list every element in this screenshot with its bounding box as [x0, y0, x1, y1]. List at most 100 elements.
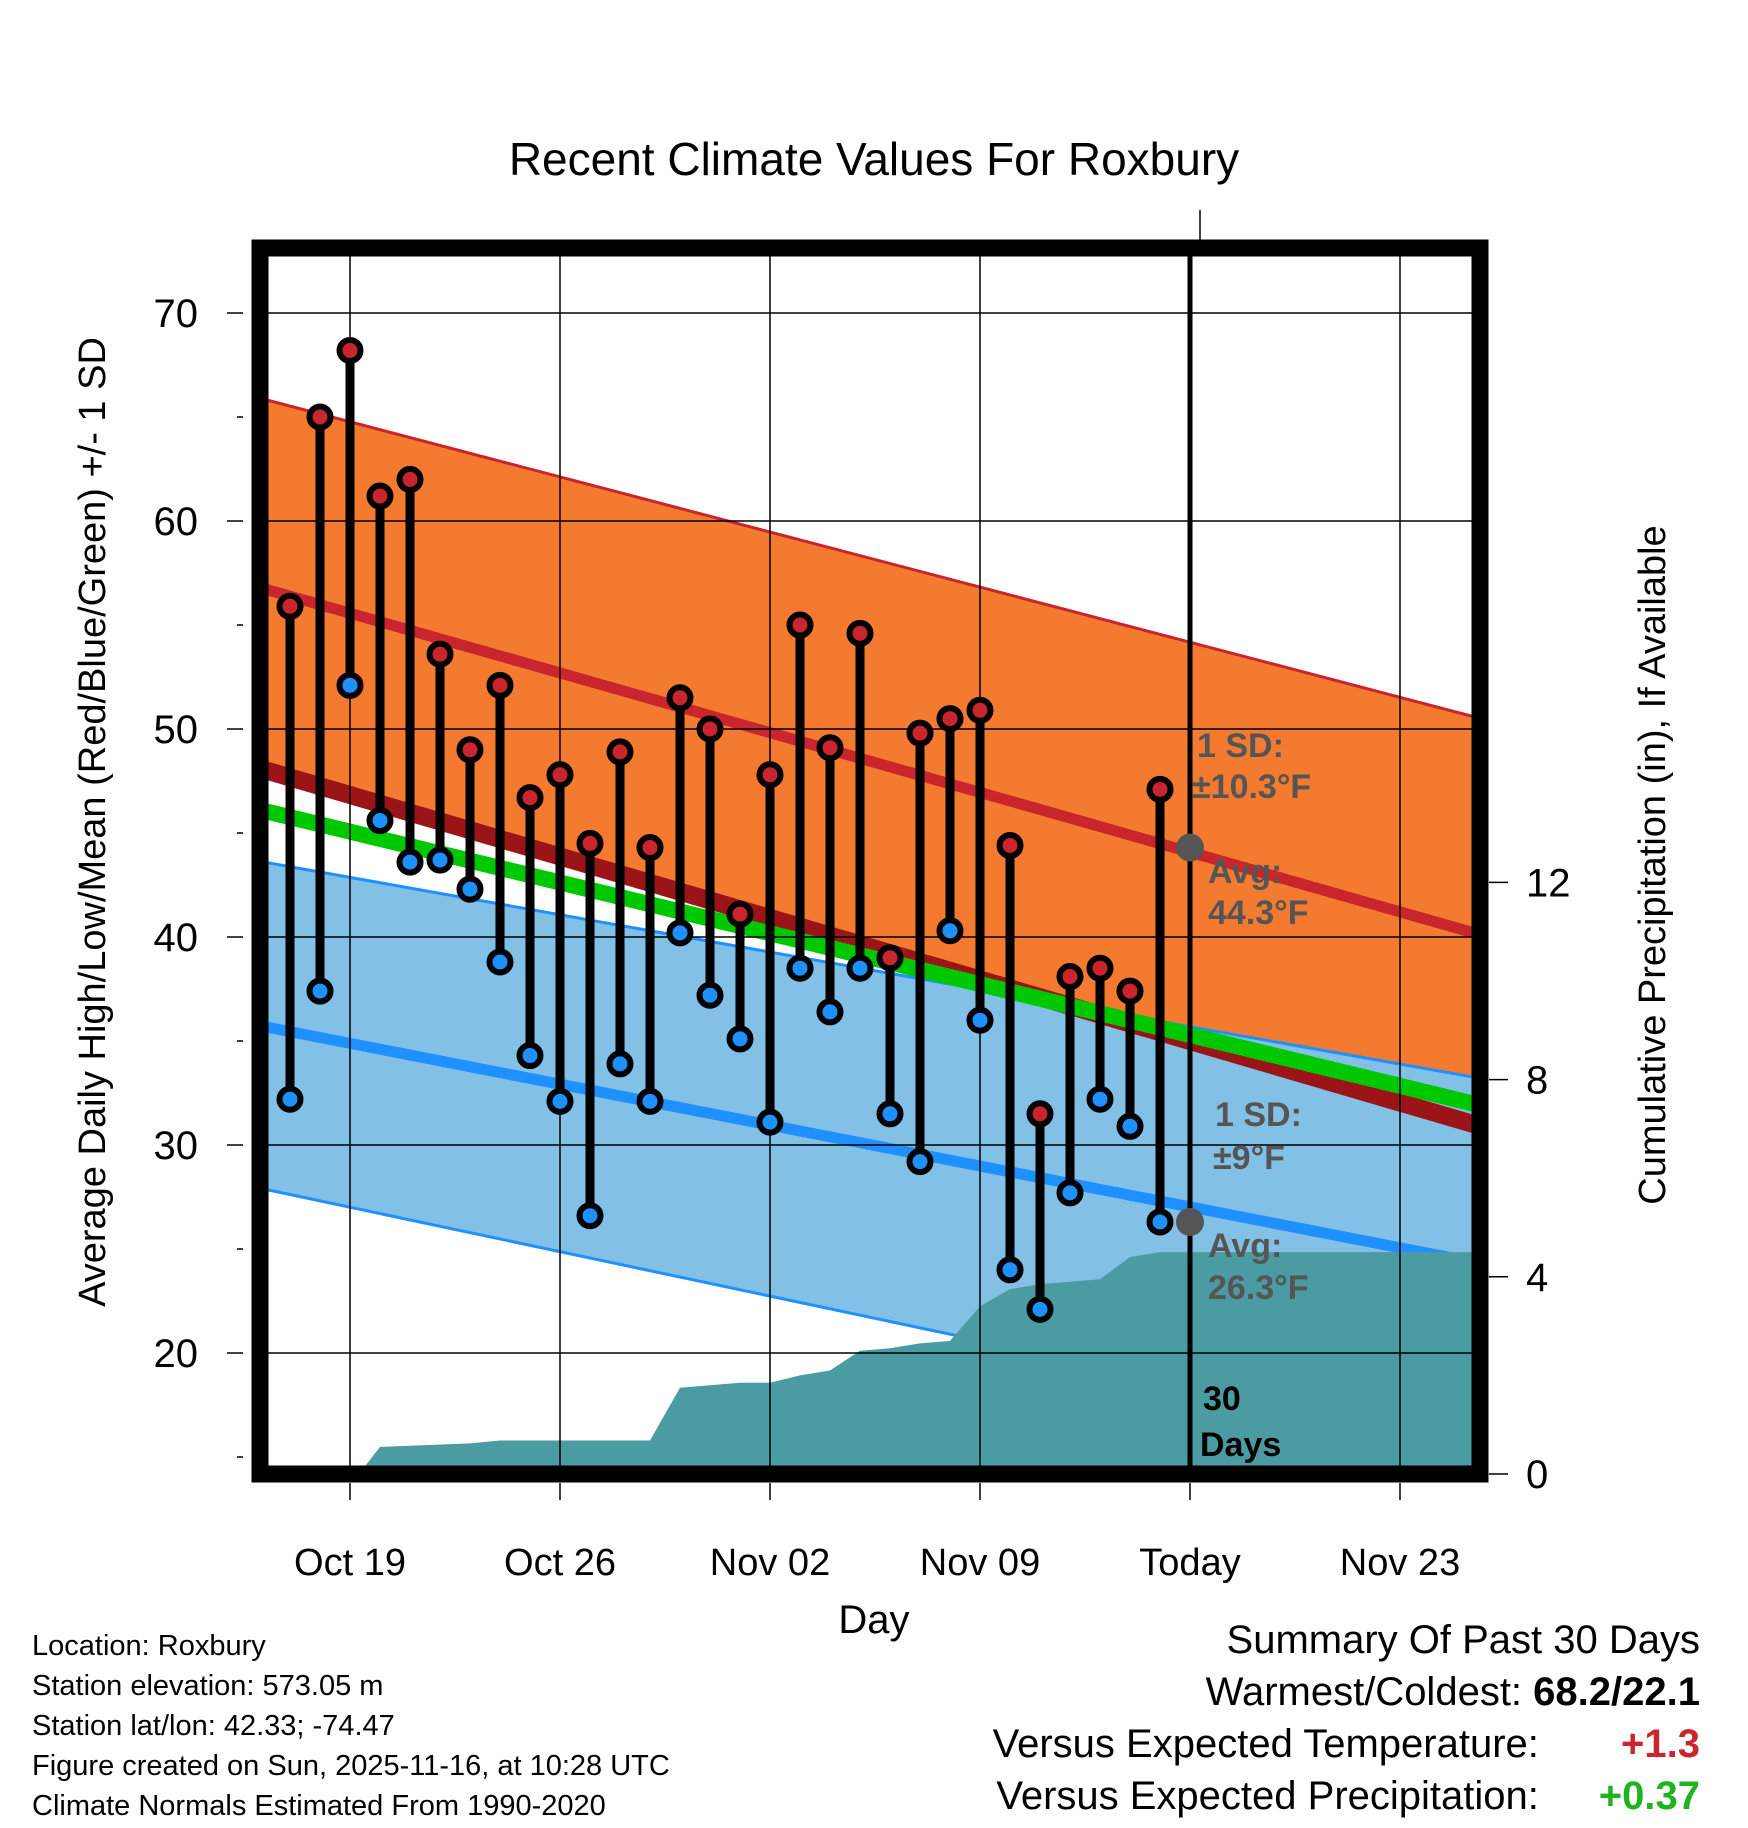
warmest-coldest-value: 68.2/22.1: [1533, 1670, 1700, 1714]
x-tick-label: Nov 02: [710, 1542, 830, 1584]
daily-low-point: [306, 977, 334, 1005]
daily-high-point: [936, 705, 964, 733]
y-tick-label: 20: [154, 1332, 199, 1376]
station-location: Location: Roxbury: [32, 1630, 266, 1662]
daily-high-point: [876, 944, 904, 972]
daily-low-point: [966, 1006, 994, 1034]
daily-high-point: [996, 831, 1024, 859]
daily-low-point: [1026, 1295, 1054, 1323]
daily-high-point: [516, 784, 544, 812]
daily-high-point: [786, 611, 814, 639]
today-high-avg-marker: [1176, 833, 1204, 862]
temp-delta-value: +1.3: [1621, 1722, 1700, 1766]
daily-low-point: [516, 1042, 544, 1070]
days-count-word: Days: [1200, 1426, 1281, 1464]
high-avg-label: Avg:: [1208, 853, 1282, 891]
daily-low-point: [366, 807, 394, 835]
daily-high-point: [696, 715, 724, 743]
low-avg-line: [260, 1020, 1480, 1269]
daily-high-point: [336, 336, 364, 364]
daily-high-point: [456, 736, 484, 764]
daily-low-point: [486, 948, 514, 976]
daily-low-point: [666, 919, 694, 947]
precip-delta-value: +0.37: [1598, 1774, 1700, 1818]
daily-high-point: [1146, 775, 1174, 803]
summary-precip-delta: Versus Expected Precipitation: +0.37: [996, 1776, 1700, 1816]
y2-tick-label: 12: [1526, 861, 1571, 905]
y-tick-label: 50: [154, 708, 199, 752]
chart-title: Recent Climate Values For Roxbury: [509, 133, 1239, 185]
daily-high-point: [1116, 977, 1144, 1005]
x-tick-label: Today: [1139, 1542, 1240, 1584]
daily-high-point: [546, 761, 574, 789]
daily-high-point: [426, 640, 454, 668]
x-tick-label: Nov 09: [920, 1542, 1040, 1584]
daily-low-point: [726, 1025, 754, 1053]
daily-low-point: [756, 1108, 784, 1136]
daily-high-point: [966, 696, 994, 724]
daily-low-point: [276, 1085, 304, 1113]
daily-high-point: [756, 761, 784, 789]
daily-high-point: [306, 403, 334, 431]
daily-low-point: [396, 848, 424, 876]
high-avg-line: [260, 581, 1480, 941]
high-sd-upper-line: [260, 396, 1480, 720]
daily-high-point: [1086, 954, 1114, 982]
daily-low-point: [906, 1148, 934, 1176]
y-tick-label: 70: [154, 292, 199, 336]
daily-low-point: [996, 1256, 1024, 1284]
high-avg-value: 44.3°F: [1208, 894, 1309, 932]
daily-high-point: [726, 900, 754, 928]
daily-low-point: [696, 981, 724, 1009]
station-elevation: Station elevation: 573.05 m: [32, 1670, 384, 1702]
today-low-avg-marker: [1176, 1207, 1204, 1236]
daily-high-point: [576, 829, 604, 857]
daily-low-point: [816, 998, 844, 1026]
daily-high-point: [636, 834, 664, 862]
summary-temp-delta: Versus Expected Temperature: +1.3: [993, 1724, 1700, 1764]
low-sd-label: 1 SD:: [1215, 1096, 1302, 1134]
daily-high-point: [366, 482, 394, 510]
daily-high-point: [486, 671, 514, 699]
x-axis-label: Day: [838, 1598, 909, 1642]
daily-low-point: [1116, 1112, 1144, 1140]
daily-low-point: [576, 1202, 604, 1230]
summary-title: Summary Of Past 30 Days: [1226, 1618, 1700, 1662]
daily-high-point: [1056, 963, 1084, 991]
station-latlon: Station lat/lon: 42.33; -74.47: [32, 1710, 395, 1742]
high-sd-label: 1 SD:: [1197, 727, 1284, 765]
daily-low-point: [636, 1087, 664, 1115]
low-avg-label: Avg:: [1208, 1227, 1282, 1265]
y-axis-label: Average Daily High/Low/Mean (Red/Blue/Gr…: [72, 337, 114, 1307]
figure-created: Figure created on Sun, 2025-11-16, at 10…: [32, 1750, 670, 1782]
daily-low-point: [426, 846, 454, 874]
daily-high-point: [846, 619, 874, 647]
daily-high-point: [666, 684, 694, 712]
x-tick-label: Oct 26: [504, 1542, 616, 1584]
y-tick-label: 60: [154, 500, 199, 544]
y2-tick-label: 8: [1526, 1059, 1548, 1103]
daily-high-point: [906, 719, 934, 747]
y2-tick-label: 4: [1526, 1256, 1548, 1300]
y-tick-label: 30: [154, 1124, 199, 1168]
daily-low-point: [786, 954, 814, 982]
y2-tick-label: 0: [1526, 1453, 1548, 1497]
days-count-number: 30: [1203, 1380, 1241, 1418]
high-sd-lower-line: [260, 759, 1480, 1135]
y2-axis-label: Cumulative Precipitation (in), If Availa…: [1632, 525, 1674, 1204]
x-tick-label: Oct 19: [294, 1542, 406, 1584]
daily-high-point: [396, 465, 424, 493]
plot-frame: [251, 239, 1489, 1483]
low-sd-value: ±9°F: [1213, 1139, 1285, 1177]
y-tick-label: 40: [154, 916, 199, 960]
daily-low-point: [846, 954, 874, 982]
low-avg-value: 26.3°F: [1208, 1269, 1309, 1307]
daily-high-point: [276, 592, 304, 620]
warmest-coldest-label: Warmest/Coldest:: [1205, 1670, 1523, 1714]
daily-high-point: [816, 734, 844, 762]
high-sd-value: ±10.3°F: [1192, 768, 1311, 806]
daily-low-point: [606, 1050, 634, 1078]
